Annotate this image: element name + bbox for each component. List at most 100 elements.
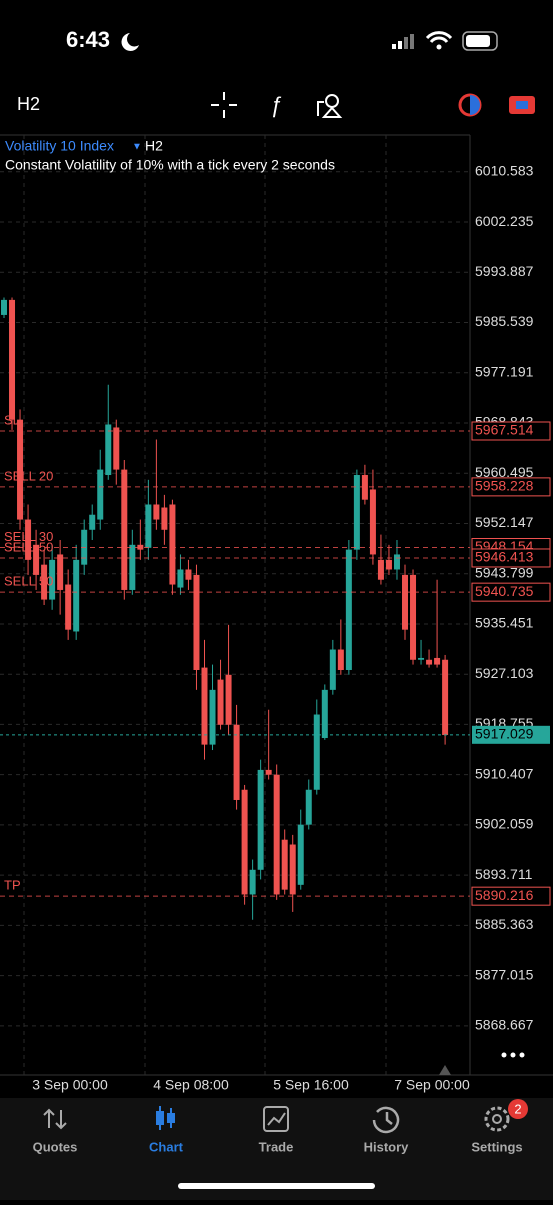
candle-body	[225, 674, 232, 725]
candle-body	[201, 667, 208, 745]
trade-icon-inner	[516, 101, 528, 109]
y-tick-label: 5935.451	[475, 615, 534, 631]
moon-icon	[121, 33, 139, 51]
level-price: 5940.735	[475, 583, 534, 599]
candle-body	[97, 469, 104, 520]
symbol-timeframe: H2	[145, 138, 163, 154]
candle-body	[161, 507, 168, 530]
candle-body	[177, 569, 184, 588]
level-label: SELL 20	[4, 468, 53, 483]
level-label: SELL 50	[4, 539, 53, 554]
candle-body	[385, 559, 392, 570]
battery-level	[466, 35, 490, 47]
signal-icon	[392, 34, 414, 49]
candle-body	[65, 584, 72, 630]
trade-tab-icon	[263, 1106, 289, 1132]
settings-icon	[484, 1106, 510, 1132]
symbol-dropdown[interactable]: ▼	[132, 142, 142, 153]
candle-body	[57, 554, 64, 590]
y-tick-label: 6002.235	[475, 213, 534, 229]
candle-body	[121, 469, 128, 590]
candle-body	[145, 504, 152, 548]
tab-label[interactable]: Trade	[259, 1139, 294, 1154]
history-icon	[372, 1106, 400, 1134]
tab-label[interactable]: Quotes	[33, 1139, 78, 1154]
objects-icon[interactable]	[317, 94, 343, 118]
battery	[462, 31, 498, 51]
more-menu[interactable]	[501, 1052, 525, 1058]
indicators-icon[interactable]: ƒ	[270, 92, 282, 117]
y-tick-label: 5893.711	[475, 866, 533, 882]
candle-body	[305, 789, 312, 825]
x-tick-label: 3 Sep 00:00	[32, 1077, 108, 1093]
candle-body	[257, 769, 264, 870]
y-tick-label: 5927.103	[475, 665, 534, 681]
candle-body	[233, 724, 240, 800]
candle-body	[17, 419, 24, 520]
level-label: SL	[4, 412, 20, 427]
candle-body	[185, 569, 192, 580]
candle-body	[402, 574, 408, 630]
y-tick-label: 5977.191	[475, 363, 534, 379]
candle-body	[345, 549, 352, 670]
candle-body	[41, 564, 48, 600]
candle-body	[49, 559, 56, 600]
candle-body	[377, 559, 384, 580]
candle-body	[353, 475, 360, 550]
y-tick-label: 5910.407	[475, 765, 534, 781]
tab-label[interactable]: History	[364, 1139, 410, 1154]
crosshair-icon[interactable]	[211, 92, 237, 118]
candle-body	[193, 574, 200, 670]
tab-label[interactable]: Chart	[149, 1139, 184, 1154]
candle-body	[410, 574, 417, 660]
symbol-description: Constant Volatility of 10% with a tick e…	[5, 157, 335, 173]
status-time: 6:43	[66, 27, 110, 52]
candle-body	[297, 824, 304, 885]
candle-body	[281, 839, 288, 890]
current-price-box	[472, 725, 550, 744]
candle-body	[113, 427, 120, 470]
level-price-box	[471, 582, 551, 602]
candle-body	[241, 789, 248, 895]
y-tick-label: 5993.887	[475, 263, 534, 279]
candle-body	[369, 489, 376, 555]
candle-body	[89, 514, 96, 530]
candle-body	[169, 504, 176, 585]
candle-body	[105, 424, 112, 476]
account-icon-half	[470, 95, 480, 115]
tab-label[interactable]: Settings	[471, 1139, 522, 1154]
candle-body	[426, 659, 433, 665]
chart-icon	[156, 1106, 175, 1130]
level-label: SELL 30	[4, 529, 53, 544]
candle-body	[249, 869, 256, 895]
y-tick-label: 5902.059	[475, 816, 534, 832]
y-tick-label: 6010.583	[475, 163, 534, 179]
level-price-box	[471, 548, 551, 568]
wifi-dot	[436, 44, 442, 50]
candle-body	[313, 714, 320, 790]
scroll-marker	[439, 1065, 451, 1075]
candle-body	[33, 544, 40, 575]
candle-body	[73, 559, 80, 632]
candle-body	[153, 504, 160, 520]
timeframe-button[interactable]: H2	[17, 94, 40, 114]
chart: 6010.583 6002.235 5993.887 5985.539 5977.191…	[0, 135, 551, 1093]
x-tick-label: 4 Sep 08:00	[153, 1077, 229, 1093]
tab-labels: Quotes Chart Trade History Settings	[33, 1139, 523, 1154]
x-tick-label: 5 Sep 16:00	[273, 1077, 349, 1093]
candle-body	[137, 544, 144, 550]
candle-body	[321, 689, 328, 738]
y-tick-label: 5960.495	[475, 464, 534, 480]
symbol-name[interactable]: Volatility 10 Index	[5, 138, 114, 154]
y-tick-label: 5952.147	[475, 514, 534, 530]
quotes-icon	[43, 1108, 67, 1130]
candle-body	[9, 299, 16, 420]
candle-body	[209, 689, 216, 745]
level-price: 5967.514	[475, 422, 534, 438]
y-tick-label: 5868.667	[475, 1017, 534, 1033]
current-price-label: 5917.029	[475, 726, 534, 742]
level-price: 5946.413	[475, 549, 534, 565]
settings-badge-count: 2	[514, 1101, 521, 1116]
